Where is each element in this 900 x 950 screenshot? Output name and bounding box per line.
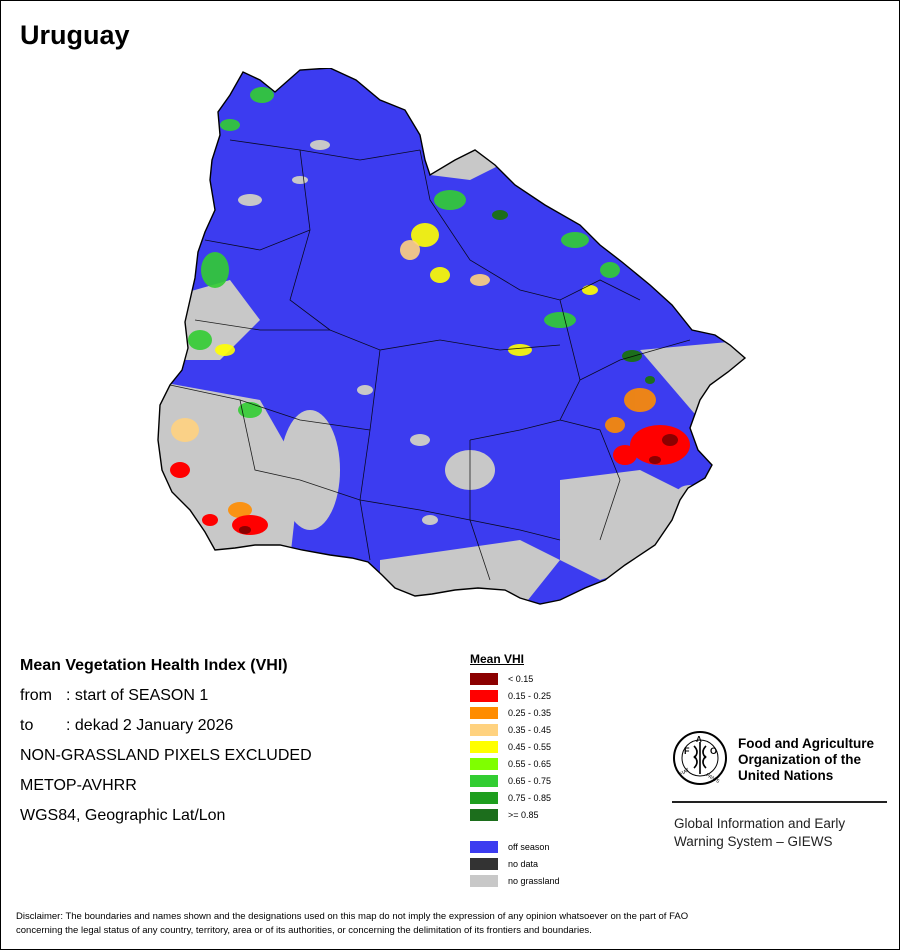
- legend: Mean VHI < 0.15 0.15 - 0.25 0.25 - 0.35 0.3…: [470, 652, 560, 889]
- svg-text:A: A: [696, 735, 702, 744]
- legend-item: 0.15 - 0.25: [470, 687, 560, 704]
- legend-label: no grassland: [508, 875, 560, 886]
- index-heading: Mean Vegetation Health Index (VHI): [20, 657, 288, 674]
- legend-item: 0.55 - 0.65: [470, 755, 560, 772]
- legend-label: 0.55 - 0.65: [508, 758, 552, 769]
- giews-line1: Global Information and Early: [674, 816, 846, 831]
- legend-item: no grassland: [470, 872, 560, 889]
- to-row: to : dekad 2 January 2026: [20, 716, 312, 746]
- legend-swatch: [470, 857, 498, 870]
- legend-swatch: [470, 808, 498, 821]
- legend-label: 0.35 - 0.45: [508, 724, 552, 735]
- legend-label: 0.15 - 0.25: [508, 690, 552, 701]
- from-row: from : start of SEASON 1: [20, 686, 312, 716]
- legend-swatch: [470, 706, 498, 719]
- to-label: to: [20, 717, 34, 734]
- sensor-label: METOP-AVHRR: [20, 777, 137, 794]
- from-value: : start of SEASON 1: [66, 687, 209, 704]
- legend-label: < 0.15: [508, 673, 534, 684]
- legend-item: 0.35 - 0.45: [470, 721, 560, 738]
- legend-title: Mean VHI: [470, 652, 525, 666]
- legend-item: no data: [470, 855, 560, 872]
- legend-item: 0.75 - 0.85: [470, 789, 560, 806]
- fao-name-line2: Organization of the: [738, 752, 861, 767]
- legend-label: 0.65 - 0.75: [508, 775, 552, 786]
- svg-text:FIAT: FIAT: [679, 767, 691, 777]
- fao-name-line3: United Nations: [738, 768, 834, 783]
- to-value: : dekad 2 January 2026: [66, 717, 234, 734]
- legend-item: 0.65 - 0.75: [470, 772, 560, 789]
- legend-item: 0.45 - 0.55: [470, 738, 560, 755]
- legend-swatch: [470, 874, 498, 887]
- legend-item: >= 0.85: [470, 806, 560, 823]
- svg-text:F: F: [684, 746, 690, 756]
- uruguay-vhi-map: [157, 68, 747, 605]
- legend-swatch: [470, 840, 498, 853]
- svg-text:O: O: [710, 746, 717, 756]
- exclusion-note: NON-GRASSLAND PIXELS EXCLUDED: [20, 747, 312, 764]
- fao-logo-block: F A O FIAT PANIS Food and Agriculture Or…: [672, 730, 888, 850]
- fao-emblem-icon: F A O FIAT PANIS: [673, 731, 727, 785]
- legend-label: no data: [508, 858, 539, 869]
- legend-swatch: [470, 757, 498, 770]
- fao-name: Food and Agriculture Organization of the…: [738, 736, 874, 784]
- legend-item: off season: [470, 838, 560, 855]
- giews-line2: Warning System – GIEWS: [674, 834, 833, 849]
- disclaimer: Disclaimer: The boundaries and names sho…: [16, 910, 886, 938]
- legend-swatch: [470, 689, 498, 702]
- giews-name: Global Information and Early Warning Sys…: [674, 815, 845, 851]
- vhi-raster: [158, 68, 745, 604]
- fao-name-line1: Food and Agriculture: [738, 736, 874, 751]
- legend-classes: < 0.15 0.15 - 0.25 0.25 - 0.35 0.35 - 0.45 0…: [470, 670, 560, 823]
- legend-item: 0.25 - 0.35: [470, 704, 560, 721]
- legend-label: 0.75 - 0.85: [508, 792, 552, 803]
- legend-swatch: [470, 791, 498, 804]
- legend-special: off season no data no grassland: [470, 838, 560, 889]
- legend-label: >= 0.85: [508, 809, 539, 820]
- legend-swatch: [470, 740, 498, 753]
- from-label: from: [20, 687, 52, 704]
- legend-label: off season: [508, 841, 550, 852]
- legend-swatch: [470, 723, 498, 736]
- legend-item: < 0.15: [470, 670, 560, 687]
- legend-label: 0.45 - 0.55: [508, 741, 552, 752]
- map-info-block: Mean Vegetation Health Index (VHI) from:…: [20, 656, 312, 836]
- disclaimer-line1: Disclaimer: The boundaries and names sho…: [16, 911, 689, 922]
- country-border: [157, 68, 747, 605]
- legend-swatch: [470, 672, 498, 685]
- legend-label: 0.25 - 0.35: [508, 707, 552, 718]
- disclaimer-line2: concerning the legal status of any count…: [16, 925, 592, 936]
- logo-divider: [672, 801, 887, 803]
- map-title: Uruguay: [20, 20, 130, 50]
- legend-swatch: [470, 774, 498, 787]
- projection-label: WGS84, Geographic Lat/Lon: [20, 807, 226, 824]
